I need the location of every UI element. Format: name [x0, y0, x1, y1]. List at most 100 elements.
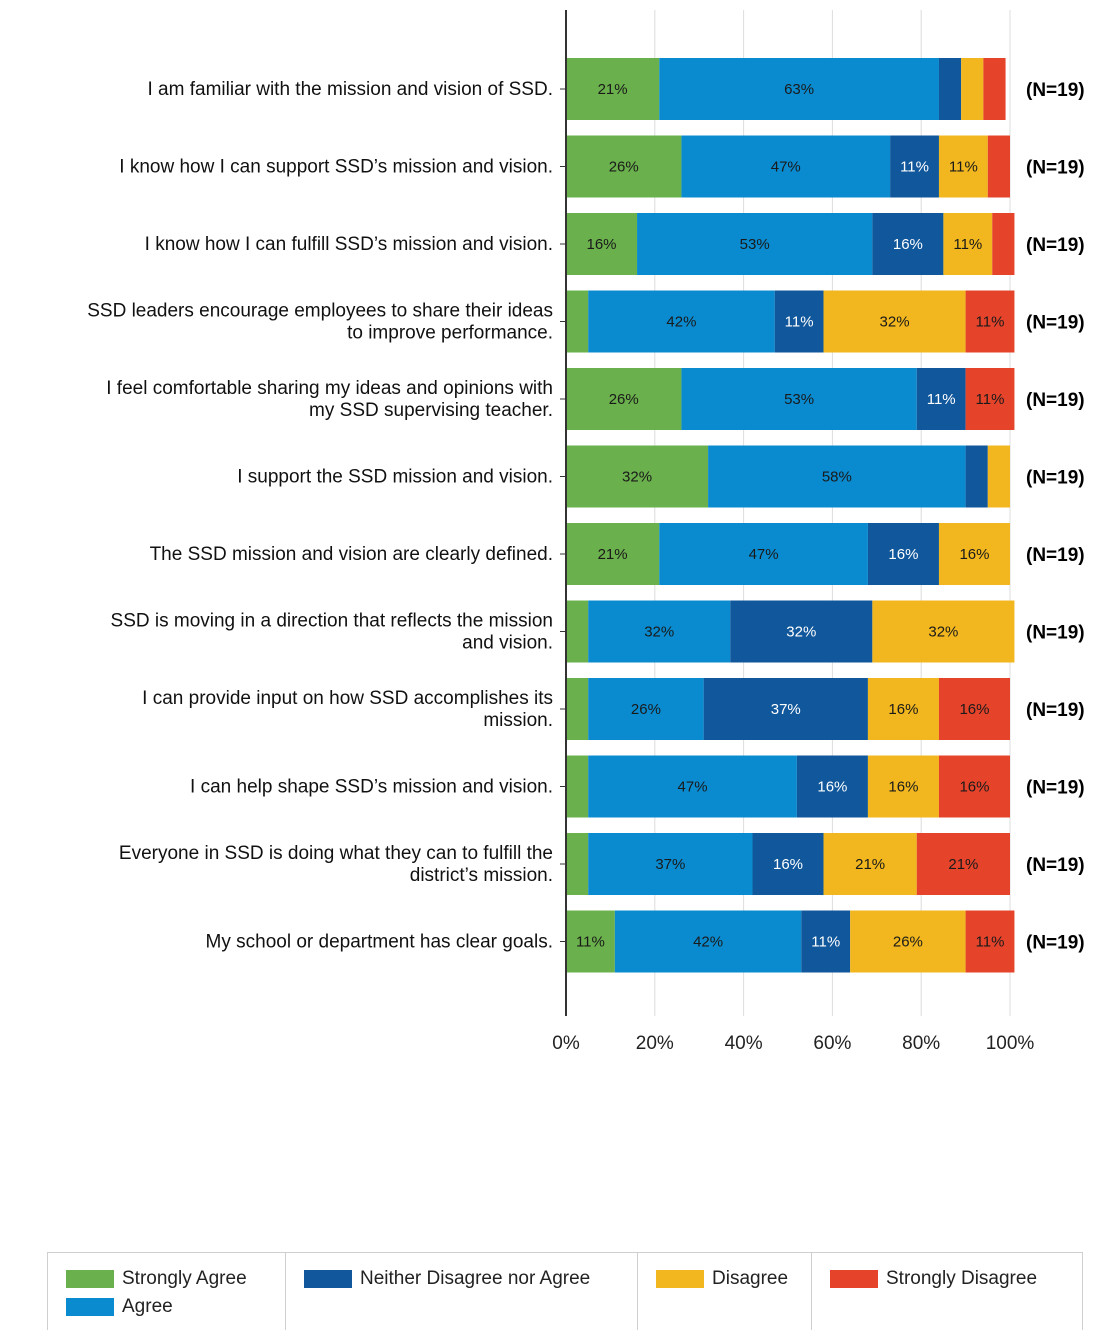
- segment-value-label: 53%: [784, 391, 814, 408]
- bar-segment: [823, 290, 966, 353]
- bar-segment: [703, 678, 868, 740]
- segment-value-label: 32%: [786, 624, 816, 641]
- bar-segment: [566, 213, 638, 275]
- segment-value-label: 16%: [959, 546, 989, 563]
- bar-segment: [588, 600, 731, 663]
- bar-segment: [566, 368, 682, 430]
- bar-segment: [659, 58, 939, 120]
- bar-segment: [938, 58, 962, 120]
- segment-value-label: 16%: [817, 779, 847, 796]
- bar-segment: [566, 445, 709, 508]
- x-tick-label: 80%: [902, 1033, 940, 1054]
- survey-stacked-bar-chart: 21% 63% 26% 47% 11% 11% 16% 53% 16% 11% 42% 11% 32% 1…: [87, 10, 1085, 1054]
- category-label: My school or department has clear goals.: [206, 932, 553, 953]
- bar-segment: [938, 135, 988, 198]
- segment-value-label: 26%: [893, 934, 923, 951]
- bar-segment: [708, 445, 966, 508]
- legend-column-2: Neither Disagree nor Agree: [286, 1253, 638, 1330]
- segment-value-label: 16%: [888, 701, 918, 718]
- segment-value-label: 11%: [976, 314, 1005, 331]
- legend-column-4: Strongly Disagree: [812, 1253, 1082, 1330]
- bar-segment: [637, 213, 873, 275]
- bar-segment: [681, 368, 917, 430]
- category-label: I support the SSD mission and vision.: [237, 467, 553, 488]
- legend-swatch: [304, 1270, 352, 1288]
- n-label: (N=19): [1026, 545, 1085, 566]
- bar-segment: [965, 910, 1015, 973]
- segment-value-label: 37%: [771, 701, 801, 718]
- segment-value-label: 11%: [976, 391, 1005, 408]
- n-label: (N=19): [1026, 158, 1085, 179]
- bar-segment: [566, 833, 589, 895]
- n-label: (N=19): [1026, 700, 1085, 721]
- legend: Strongly Agree Agree Neither Disagree no…: [47, 1252, 1083, 1330]
- bar-segment: [867, 755, 939, 818]
- segment-value-label: 37%: [655, 856, 685, 873]
- legend-label: Agree: [122, 1296, 173, 1317]
- x-tick-label: 20%: [636, 1033, 674, 1054]
- bars: [566, 58, 1015, 973]
- bar-segment: [938, 678, 1010, 740]
- segment-value-label: 21%: [598, 81, 628, 98]
- bar-segment: [659, 523, 868, 585]
- n-label: (N=19): [1026, 468, 1085, 489]
- bar-segment: [961, 58, 984, 120]
- legend-item-disagree: Disagree: [656, 1265, 793, 1293]
- bar-segment: [872, 600, 1015, 663]
- segment-value-label: 21%: [598, 546, 628, 563]
- segment-value-label: 47%: [678, 779, 708, 796]
- segment-value-label: 58%: [822, 469, 852, 486]
- bar-segment: [965, 445, 988, 508]
- bar-segment: [867, 678, 939, 740]
- category-label: I feel comfortable sharing my ideas and …: [106, 378, 553, 421]
- category-label: Everyone in SSD is doing what they can t…: [119, 843, 553, 886]
- segment-value-label: 16%: [893, 236, 923, 253]
- bar-segment: [943, 213, 993, 275]
- bar-segment: [796, 755, 868, 818]
- x-tick-label: 0%: [552, 1033, 580, 1054]
- legend-item-neither: Neither Disagree nor Agree: [304, 1265, 619, 1293]
- bar-segment: [965, 368, 1015, 430]
- bar-segment: [801, 910, 851, 973]
- bar-segment: [566, 290, 589, 353]
- n-labels: (N=19) (N=19) (N=19) (N=19) (N=19) (N=19) (N=1…: [1026, 80, 1085, 954]
- legend-column-1: Strongly Agree Agree: [48, 1253, 286, 1330]
- bar-segment: [588, 755, 797, 818]
- bar-segment: [890, 135, 939, 198]
- segment-value-label: 32%: [622, 469, 652, 486]
- bar-segment: [681, 135, 891, 198]
- bar-segment: [916, 833, 1010, 895]
- bar-segment: [588, 833, 753, 895]
- bar-segment: [965, 290, 1015, 353]
- bar-segment: [872, 213, 944, 275]
- bar-segment: [752, 833, 824, 895]
- bar-segment: [566, 600, 589, 663]
- bar-segment: [987, 135, 1010, 198]
- legend-item-agree: Agree: [66, 1293, 267, 1321]
- category-labels: I am familiar with the mission and visio…: [87, 79, 566, 953]
- bar-segment: [983, 58, 1006, 120]
- category-label: I know how I can support SSD’s mission a…: [119, 157, 553, 178]
- bar-segment: [938, 523, 1010, 585]
- bar-segment: [566, 523, 660, 585]
- n-label: (N=19): [1026, 80, 1085, 101]
- legend-column-3: Disagree: [638, 1253, 812, 1330]
- bar-segment: [730, 600, 873, 663]
- bar-segment: [938, 755, 1010, 818]
- segment-value-label: 42%: [693, 934, 723, 951]
- segment-value-label: 21%: [948, 856, 978, 873]
- category-label: The SSD mission and vision are clearly d…: [150, 544, 553, 565]
- category-label: I can provide input on how SSD accomplis…: [142, 688, 553, 731]
- n-label: (N=19): [1026, 235, 1085, 256]
- bar-segment: [566, 910, 615, 973]
- bar-segment: [916, 368, 966, 430]
- segment-value-label: 16%: [959, 779, 989, 796]
- n-label: (N=19): [1026, 390, 1085, 411]
- segment-value-label: 63%: [784, 81, 814, 98]
- segment-value-label: 16%: [773, 856, 803, 873]
- n-label: (N=19): [1026, 855, 1085, 876]
- bar-segment: [774, 290, 824, 353]
- segment-value-label: 16%: [888, 546, 918, 563]
- legend-item-strongly-disagree: Strongly Disagree: [830, 1265, 1064, 1293]
- legend-swatch: [656, 1270, 704, 1288]
